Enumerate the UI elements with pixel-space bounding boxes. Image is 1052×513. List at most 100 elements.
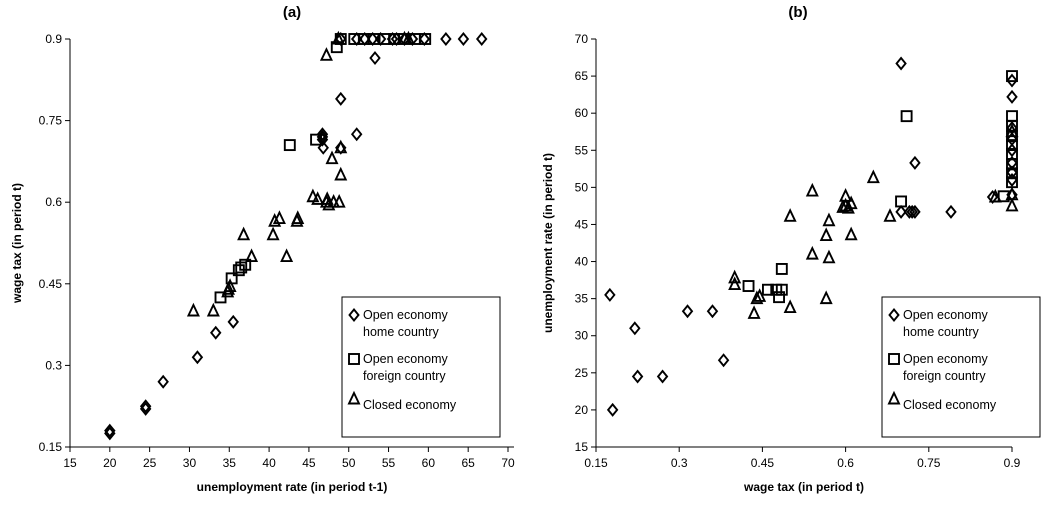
triangle-point — [306, 188, 320, 203]
chart-a-legend-marker-closed — [347, 390, 361, 405]
chart-b: (b) 0.15 0.3 0.45 0.6 0.75 0.9 15 20 25 30 35 40 45… — [541, 4, 1041, 494]
triangle-point — [266, 226, 280, 241]
chart-b-legend-marker-foreign — [888, 353, 900, 365]
y-tick-label: 50 — [575, 180, 589, 194]
triangle-point — [272, 210, 286, 224]
diamond-point — [895, 56, 907, 71]
square-point — [895, 195, 908, 208]
x-tick-label: 50 — [342, 456, 356, 470]
chart-b-legend-foreign-line1: Open economy — [903, 352, 989, 366]
square-point — [773, 291, 785, 304]
triangle-point — [750, 290, 764, 305]
x-tick-label: 70 — [501, 456, 515, 470]
triangle-point — [325, 150, 339, 165]
y-tick-label: 0.6 — [45, 195, 62, 209]
x-tick-label: 45 — [302, 456, 316, 470]
y-tick-label: 25 — [575, 366, 589, 380]
chart-b-points — [604, 56, 1019, 417]
triangle-point — [237, 226, 251, 241]
diamond-point — [316, 132, 329, 147]
diamond-point — [604, 287, 616, 302]
x-tick-label: 0.6 — [837, 456, 854, 470]
square-point — [900, 110, 913, 123]
y-tick-label: 45 — [575, 217, 589, 231]
diamond-point — [350, 127, 363, 142]
y-tick-label: 20 — [575, 403, 589, 417]
chart-a-x-label: unemployment rate (in period t-1) — [197, 480, 388, 494]
y-tick-label: 30 — [575, 329, 589, 343]
triangle-point — [783, 299, 797, 313]
y-tick-label: 0.75 — [39, 114, 63, 128]
x-tick-label: 25 — [143, 456, 157, 470]
x-tick-label: 30 — [183, 456, 197, 470]
triangle-point — [334, 166, 348, 181]
diamond-point — [317, 140, 329, 155]
x-tick-label: 40 — [262, 456, 276, 470]
square-point — [235, 261, 248, 274]
diamond-point — [475, 31, 488, 47]
square-point — [775, 283, 788, 296]
triangle-point — [1005, 123, 1019, 138]
diamond-point — [139, 399, 152, 414]
y-tick-label: 60 — [575, 106, 589, 120]
chart-a: (a) 15 20 25 30 35 40 45 50 55 60 65 70 0.15 0.3 0.45… — [10, 4, 515, 494]
y-tick-label: 70 — [575, 32, 589, 46]
diamond-point — [706, 304, 719, 319]
triangle-point — [805, 182, 819, 197]
triangle-point — [334, 139, 348, 154]
square-point — [761, 283, 774, 296]
legend-triangle-icon — [887, 390, 901, 405]
diamond-point — [1006, 73, 1018, 88]
square-point — [1006, 158, 1018, 171]
triangle-point — [866, 169, 880, 184]
square-point — [1006, 167, 1018, 180]
x-tick-label: 65 — [462, 456, 476, 470]
chart-a-legend-marker-home — [348, 307, 360, 323]
triangle-point — [783, 208, 797, 222]
triangle-point — [805, 245, 819, 260]
y-tick-label: 0.45 — [39, 277, 63, 291]
diamond-point — [369, 51, 381, 66]
chart-b-legend-foreign-line2: foreign country — [903, 369, 986, 383]
chart-a-y-label: wage tax (in period t) — [10, 183, 24, 304]
triangle-point — [819, 227, 833, 242]
legend-square-icon — [348, 353, 360, 365]
y-tick-label: 0.9 — [45, 32, 62, 46]
square-point — [239, 258, 252, 271]
diamond-point — [335, 91, 347, 106]
square-point — [419, 33, 432, 45]
chart-a-x-ticks: 15 20 25 30 35 40 45 50 55 60 65 70 — [63, 447, 515, 470]
chart-b-legend-closed: Closed economy — [903, 398, 997, 412]
y-tick-label: 0.3 — [45, 358, 62, 372]
diamond-point — [139, 401, 152, 416]
chart-b-y-ticks: 15 20 25 30 35 40 45 50 55 60 65 70 — [575, 32, 596, 454]
triangle-point — [822, 212, 836, 227]
series-square — [214, 33, 432, 304]
square-point — [367, 33, 380, 45]
square-point — [310, 133, 323, 146]
diamond-point — [157, 374, 169, 389]
triangle-point — [988, 188, 1002, 203]
square-point — [1006, 70, 1018, 83]
diamond-point — [986, 190, 999, 205]
x-tick-label: 0.75 — [917, 456, 941, 470]
diamond-point — [606, 402, 619, 417]
triangle-point — [753, 288, 767, 302]
triangle-point — [291, 210, 305, 224]
square-point — [330, 41, 343, 54]
diamond-point — [1006, 172, 1018, 187]
y-tick-label: 65 — [575, 69, 589, 83]
triangle-point — [819, 290, 833, 305]
chart-b-title: (b) — [788, 4, 807, 21]
square-point — [742, 280, 755, 292]
triangle-point — [311, 191, 325, 205]
triangle-point — [728, 269, 742, 284]
y-tick-label: 40 — [575, 255, 589, 269]
series-triangle — [728, 123, 1019, 319]
chart-a-legend-box — [341, 296, 501, 438]
triangle-point — [1005, 197, 1019, 212]
triangle-point — [280, 248, 294, 263]
triangle-point — [331, 30, 345, 45]
diamond-point — [104, 423, 116, 438]
